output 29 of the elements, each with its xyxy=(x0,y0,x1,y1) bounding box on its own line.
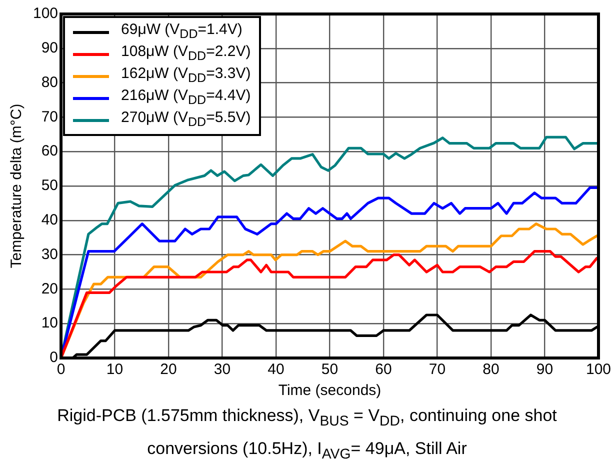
x-tick-label: 10 xyxy=(106,361,124,378)
text: Rigid-PCB (1.575mm thickness), V$_{BUS}$ = V$_{DD}$, continuing one shot conversions (10.5Hz), I$_{AVG}$= 49μA, Still Air xyxy=(57,406,557,463)
x-tick-label: 90 xyxy=(536,361,554,378)
x-tick-label: 50 xyxy=(321,361,338,378)
x-axis-title: Time (seconds) xyxy=(278,382,382,400)
y-tick-label: 70 xyxy=(41,108,58,126)
x-tick-label: 40 xyxy=(268,361,284,378)
x-tick-label: 60 xyxy=(375,361,392,378)
y-axis-title: Temperature delta (m°C) xyxy=(8,104,26,268)
y-tick-label: 30 xyxy=(41,246,58,263)
y-tick-label: 20 xyxy=(41,280,58,298)
legend-label: 69μW (V$_{DD}$=1.4V) xyxy=(121,21,242,43)
legend-label: 216μW (V$_{DD}$=4.4V) xyxy=(121,87,251,109)
x-tick-label: 70 xyxy=(428,361,446,378)
x-tick-label: 20 xyxy=(160,361,177,378)
y-tick-label: 100 xyxy=(32,5,58,22)
legend-label: 162μW (V$_{DD}$=3.3V) xyxy=(121,65,251,87)
y-tick-label: 0 xyxy=(50,349,58,366)
x-tick-label: 30 xyxy=(214,361,231,378)
y-tick-label: 40 xyxy=(41,212,58,229)
y-tick-label: 60 xyxy=(41,142,58,160)
x-tick-label: 80 xyxy=(482,361,500,378)
legend-label: 108μW (V$_{DD}$=2.2V) xyxy=(121,43,251,65)
y-tick-label: 10 xyxy=(41,314,58,332)
y-tick-label: 50 xyxy=(41,177,58,194)
y-tick-label: 90 xyxy=(41,40,58,57)
y-tick-label: 80 xyxy=(41,74,58,91)
legend-label: 270μW (V$_{DD}$=5.5V) xyxy=(121,109,251,131)
x-tick-label: 100 xyxy=(586,361,611,378)
